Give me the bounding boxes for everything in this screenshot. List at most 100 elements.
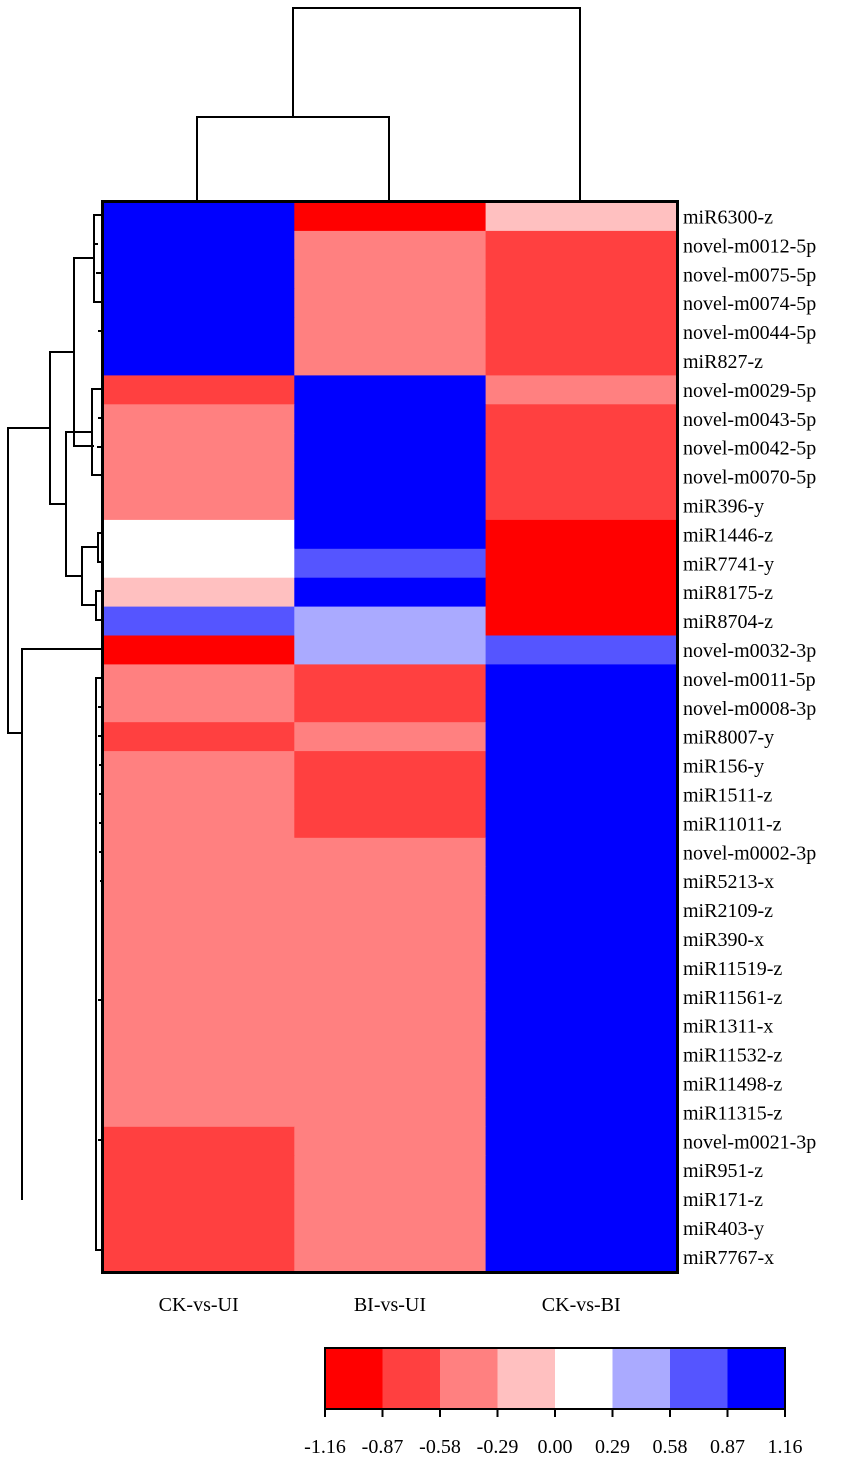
heatmap-cell bbox=[103, 202, 295, 232]
heatmap-cell bbox=[485, 230, 678, 261]
heatmap-cell bbox=[294, 1155, 487, 1186]
heatmap-cell bbox=[294, 375, 487, 405]
heatmap-cell bbox=[294, 1213, 487, 1243]
heatmap-cell bbox=[103, 924, 295, 954]
heatmap-cell bbox=[485, 635, 678, 665]
heatmap-cell bbox=[103, 1069, 295, 1099]
heatmap-cell bbox=[103, 751, 295, 781]
heatmap-cell bbox=[294, 548, 487, 579]
heatmap-cell bbox=[103, 548, 295, 579]
legend-tick-label: -0.29 bbox=[477, 1436, 519, 1458]
heatmap-cell bbox=[103, 837, 295, 868]
heatmap-cell bbox=[485, 866, 678, 897]
heatmap-cell bbox=[103, 606, 295, 637]
heatmap-cell bbox=[294, 288, 487, 319]
heatmap-cell bbox=[294, 982, 487, 1012]
heatmap-cell bbox=[294, 780, 487, 810]
heatmap-cell bbox=[103, 1242, 295, 1272]
heatmap-cell bbox=[103, 259, 295, 290]
row-label: novel-m0075-5p bbox=[683, 264, 816, 286]
heatmap-cell bbox=[103, 1126, 295, 1157]
heatmap-cell bbox=[294, 635, 487, 665]
heatmap-cell bbox=[485, 664, 678, 694]
heatmap-cell bbox=[485, 491, 678, 521]
heatmap-cell bbox=[485, 577, 678, 608]
row-label: miR11011-z bbox=[683, 813, 782, 835]
heatmap-cell bbox=[294, 1126, 487, 1157]
heatmap-cell bbox=[103, 780, 295, 810]
heatmap-cell bbox=[294, 1040, 487, 1070]
heatmap-cell bbox=[294, 1069, 487, 1099]
heatmap-cell bbox=[103, 982, 295, 1012]
heatmap-cell bbox=[294, 924, 487, 954]
row-label: novel-m0012-5p bbox=[683, 235, 816, 257]
heatmap-cell bbox=[485, 693, 678, 723]
heatmap-cell bbox=[103, 317, 295, 348]
row-label: novel-m0011-5p bbox=[683, 669, 816, 691]
heatmap-cell bbox=[294, 751, 487, 781]
legend-tick-label: -0.58 bbox=[419, 1436, 461, 1458]
heatmap-cell bbox=[485, 317, 678, 348]
heatmap-cell bbox=[485, 1213, 678, 1243]
heatmap-cell bbox=[294, 808, 487, 839]
heatmap-cell bbox=[485, 924, 678, 954]
heatmap-cell bbox=[103, 519, 295, 550]
heatmap-cell bbox=[294, 462, 487, 492]
heatmap-cell bbox=[485, 780, 678, 810]
row-label: miR390-x bbox=[683, 929, 764, 951]
heatmap-cell bbox=[294, 895, 487, 926]
legend-swatch bbox=[555, 1348, 613, 1409]
row-label: miR11519-z bbox=[683, 958, 782, 980]
legend-swatches bbox=[325, 1348, 786, 1409]
heatmap-cell bbox=[103, 866, 295, 897]
heatmap-cell bbox=[294, 519, 487, 550]
heatmap-cell bbox=[485, 606, 678, 637]
heatmap-cell bbox=[103, 346, 295, 376]
heatmap-cell bbox=[103, 1184, 295, 1215]
heatmap-cell bbox=[485, 433, 678, 463]
heatmap-cell bbox=[485, 895, 678, 926]
row-label: novel-m0070-5p bbox=[683, 467, 816, 489]
heatmap-cell bbox=[294, 693, 487, 723]
heatmap-cell bbox=[103, 693, 295, 723]
heatmap-cell bbox=[103, 577, 295, 608]
heatmap-cell bbox=[485, 259, 678, 290]
row-label: miR6300-z bbox=[683, 206, 773, 228]
heatmap-cell bbox=[294, 866, 487, 897]
heatmap-cell bbox=[294, 577, 487, 608]
row-label: novel-m0029-5p bbox=[683, 380, 816, 402]
row-label: miR7767-x bbox=[683, 1247, 774, 1269]
row-label: miR156-y bbox=[683, 756, 764, 778]
row-label: miR8007-y bbox=[683, 727, 774, 749]
heatmap-cell bbox=[103, 375, 295, 405]
row-label: miR396-y bbox=[683, 495, 764, 517]
legend-swatch bbox=[325, 1348, 383, 1409]
row-label: miR403-y bbox=[683, 1218, 764, 1240]
row-label: novel-m0008-3p bbox=[683, 698, 816, 720]
heatmap-cell bbox=[103, 288, 295, 319]
legend-swatch bbox=[497, 1348, 556, 1409]
legend-tick-label: -1.16 bbox=[304, 1436, 346, 1458]
heatmap-cell bbox=[485, 722, 678, 752]
row-label: miR11532-z bbox=[683, 1045, 782, 1067]
heatmap-cell bbox=[294, 1011, 487, 1041]
row-label: miR11498-z bbox=[683, 1073, 782, 1095]
heatmap-cell bbox=[485, 751, 678, 781]
row-label: miR1511-z bbox=[683, 784, 772, 806]
legend-tick-label: 1.16 bbox=[768, 1436, 803, 1458]
heatmap-cell bbox=[103, 433, 295, 463]
column-label: CK-vs-BI bbox=[542, 1294, 621, 1316]
heatmap-cell bbox=[485, 202, 678, 232]
legend-swatch bbox=[670, 1348, 728, 1409]
heatmap-cell bbox=[485, 346, 678, 376]
heatmap-cell bbox=[485, 1126, 678, 1157]
color-legend: -1.16 -0.87 -0.58 -0.29 0.00 0.29 0.58 0.87 1.16 bbox=[304, 1347, 803, 1458]
legend-swatch bbox=[382, 1348, 441, 1409]
legend-tick-label: 0.00 bbox=[538, 1436, 573, 1458]
heatmap-cell bbox=[485, 1155, 678, 1186]
heatmap-cell bbox=[485, 808, 678, 839]
row-label: novel-m0043-5p bbox=[683, 409, 816, 431]
heatmap-cell bbox=[103, 462, 295, 492]
heatmap-cell bbox=[294, 317, 487, 348]
heatmap-cell bbox=[103, 1011, 295, 1041]
